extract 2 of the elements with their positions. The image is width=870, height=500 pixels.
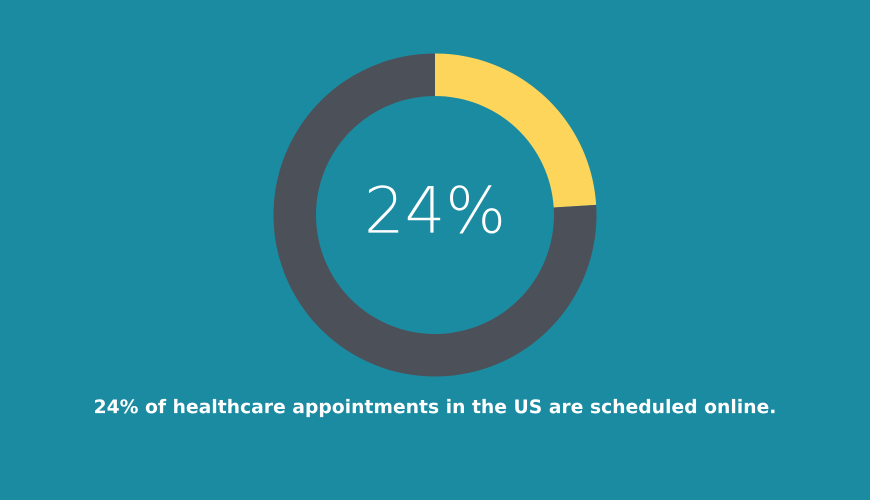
text: 24% of healthcare appointments in the US are scheduled online. xyxy=(95,398,774,418)
data-label: 24% xyxy=(368,185,502,234)
